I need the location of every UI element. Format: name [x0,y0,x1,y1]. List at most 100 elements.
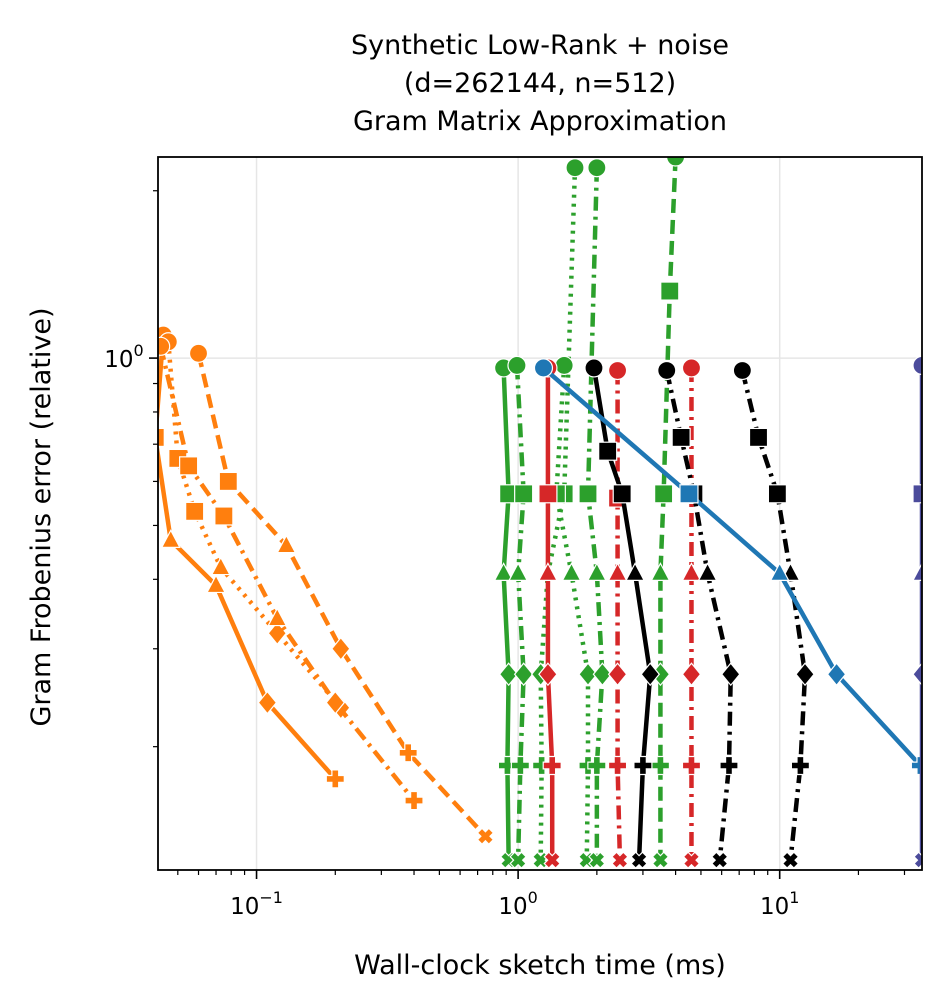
plus-marker [510,755,530,776]
x-marker [913,851,922,869]
square-marker [214,506,234,526]
series-line [166,341,343,710]
diamond-marker [640,662,661,687]
x-tick-label-2: 101 [760,888,799,920]
x-marker [682,851,701,869]
triangle-marker [508,562,529,581]
triangle-marker [769,562,790,581]
series-3 [188,343,495,846]
series-line [538,167,578,861]
circle-marker [912,355,922,376]
series-9 [650,157,686,869]
x-marker [611,851,629,869]
x-marker [710,851,729,869]
circle-marker [681,358,702,378]
circle-marker [587,158,607,178]
x-marker-shape [476,827,495,846]
series-11 [607,360,629,869]
plus-marker [398,743,418,763]
x-marker [509,851,527,869]
x-marker-shape [630,851,648,869]
square-marker [179,456,199,476]
x-marker-shape [710,851,729,869]
triangle-marker [912,562,922,581]
series-line [615,370,623,861]
triangle-marker [650,562,671,581]
axes: 10−1 100 101 100 [104,156,923,920]
triangle-marker [697,562,718,581]
triangle-marker [276,534,297,554]
chart-title: Synthetic Low-Rank + noise (d=262144, n=… [351,30,729,137]
square-marker [578,484,598,504]
circle-marker [507,355,527,376]
circle-marker [657,360,677,381]
triangle-marker [160,529,181,548]
triangle-marker [210,556,231,576]
x-marker [543,851,561,869]
series-5 [507,355,534,869]
x-marker [476,827,495,846]
plus-marker [910,755,922,776]
series-line [158,345,416,802]
x-marker [781,851,800,869]
triangle-marker [586,562,607,581]
square-marker [679,484,699,504]
x-marker-shape [913,851,922,869]
square-marker [514,484,534,504]
circle-marker [158,336,171,356]
plus-marker [542,755,562,776]
circle-marker [188,343,209,363]
series-line [514,365,526,861]
series-line [585,167,605,861]
title-line-3: Gram Matrix Approximation [353,106,727,137]
diamond-marker [912,662,922,687]
axes-frame [157,156,923,871]
triangle-marker [607,562,628,581]
diamond-marker [681,662,702,687]
diamond-marker [538,662,558,687]
plus-marker [587,755,607,776]
y-tick-label-0: 100 [104,341,143,373]
series-line [158,334,337,781]
circle-marker [533,358,554,378]
x-marker-shape [651,851,670,869]
diamond-marker [331,636,351,661]
x-marker [588,851,606,869]
series-line [554,365,591,861]
circle-marker [565,158,585,178]
square-marker [598,441,618,461]
series-line [658,157,678,861]
square-marker [185,501,205,521]
plus-marker [607,755,628,776]
diamond-marker [325,690,346,715]
plus-marker [719,755,739,776]
x-marker [651,851,670,869]
square-marker [158,427,165,448]
diamond-marker [795,662,815,687]
x-tick-label-0: 10−1 [230,888,283,920]
diamond-marker [720,662,741,687]
diamond-marker [607,662,628,687]
plot-area [158,157,922,869]
x-marker [630,851,648,869]
x-axis-label: Wall-clock sketch time (ms) [354,950,726,981]
series-line [501,367,511,861]
square-marker [538,484,558,504]
diamond-marker [498,662,519,687]
square-marker [748,427,769,448]
x-marker-shape [682,851,701,869]
plus-marker [404,790,424,811]
square-marker [612,484,632,504]
series-15 [732,360,815,869]
triangle-marker [625,562,646,581]
series-line [541,366,922,768]
x-tick-label-1: 100 [498,888,537,920]
series-10 [537,358,562,869]
plus-marker [790,755,810,776]
x-marker-shape [588,851,606,869]
triangle-marker [206,574,227,594]
square-marker [218,471,238,492]
series-line [196,352,488,838]
series-14 [657,360,741,869]
